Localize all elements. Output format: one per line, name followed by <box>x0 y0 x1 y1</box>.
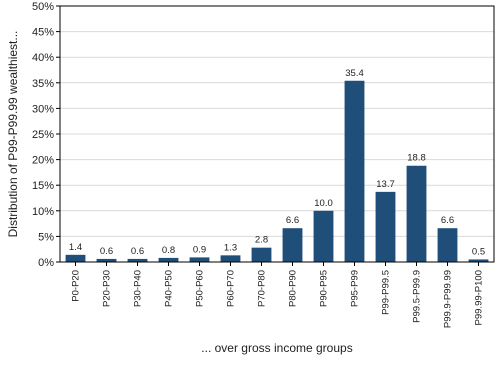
x-tick-label: P99.99-P100 <box>474 270 485 325</box>
y-tick-label: 30% <box>32 103 54 115</box>
bar-P99.9-P99.99 <box>437 228 458 262</box>
data-label: 0.5 <box>472 246 485 257</box>
x-axis-title: ... over gross income groups <box>201 341 352 355</box>
y-tick-label: 15% <box>32 180 54 192</box>
y-tick-label: 25% <box>32 129 54 141</box>
data-label: 1.3 <box>224 242 237 253</box>
x-tick-label: P20-P30 <box>102 270 113 307</box>
bar-P99-P99.5 <box>375 191 396 262</box>
y-axis-title: Distribution of P99-P99.99 wealthiest... <box>6 31 20 238</box>
bar-P30-P40 <box>127 258 148 262</box>
data-label: 1.4 <box>69 242 82 253</box>
y-tick-label: 20% <box>32 155 54 167</box>
y-tick-label: 50% <box>32 1 54 13</box>
y-tick-label: 0% <box>38 257 54 269</box>
x-tick-label: P60-P70 <box>226 270 237 307</box>
y-tick-label: 10% <box>32 206 54 218</box>
bars-layer <box>65 80 489 262</box>
data-label: 0.6 <box>131 246 144 257</box>
x-tick-label: P95-P99 <box>350 270 361 307</box>
data-label: 6.6 <box>286 215 299 226</box>
data-label: 2.8 <box>255 235 268 246</box>
data-label: 0.9 <box>193 244 206 255</box>
frame-layer <box>59 5 495 263</box>
y-tick-labels: 0% 5% 10% 15% 20% 25% 30% 35% 40% 45% 50% <box>32 1 54 269</box>
data-label: 35.4 <box>345 68 364 79</box>
data-label: 6.6 <box>441 215 454 226</box>
data-labels: 1.4 0.6 0.6 0.8 0.9 1.3 2.8 6.6 10.0 35.4 13.7 18.8… <box>69 68 485 258</box>
bar-P20-P30 <box>96 258 117 262</box>
x-tick-labels: P0-P20 P20-P30 P30-P40 P40-P50 P50-P60 P60-P7… <box>71 262 485 328</box>
plot-frame <box>59 5 495 263</box>
bar-P80-P90 <box>282 228 303 262</box>
x-tick-label: P50-P60 <box>195 270 206 307</box>
bar-P70-P80 <box>251 247 272 262</box>
data-label: 0.8 <box>162 245 175 256</box>
x-tick-label: P40-P50 <box>164 270 175 307</box>
bar-P40-P50 <box>158 257 179 262</box>
y-tick-label: 5% <box>38 231 54 243</box>
data-label: 0.6 <box>100 246 113 257</box>
x-tick-label: P0-P20 <box>71 270 82 302</box>
x-tick-label: P90-P95 <box>319 270 330 307</box>
bar-P0-P20 <box>65 254 86 262</box>
y-tick-label: 35% <box>32 78 54 90</box>
x-tick-label: P70-P80 <box>257 270 268 307</box>
bar-P60-P70 <box>220 255 241 262</box>
x-tick-label: P99.5-P99.9 <box>412 270 423 323</box>
x-tick-label: P80-P90 <box>288 270 299 307</box>
x-tick-label: P99-P99.5 <box>381 270 392 315</box>
y-tick-label: 45% <box>32 27 54 39</box>
bar-P90-P95 <box>313 210 334 262</box>
grid-layer <box>56 5 494 263</box>
data-label: 13.7 <box>376 179 395 190</box>
y-tick-label: 40% <box>32 52 54 64</box>
x-tick-label: P30-P40 <box>133 270 144 307</box>
bar-P95-P99 <box>344 80 365 262</box>
data-label: 18.8 <box>407 153 426 164</box>
bar-P50-P60 <box>189 257 210 262</box>
bar-P99.99-P100 <box>468 259 489 262</box>
data-label: 10.0 <box>314 198 333 209</box>
x-tick-label: P99.9-P99.99 <box>443 270 454 328</box>
bar-P99.5-P99.9 <box>406 165 427 262</box>
